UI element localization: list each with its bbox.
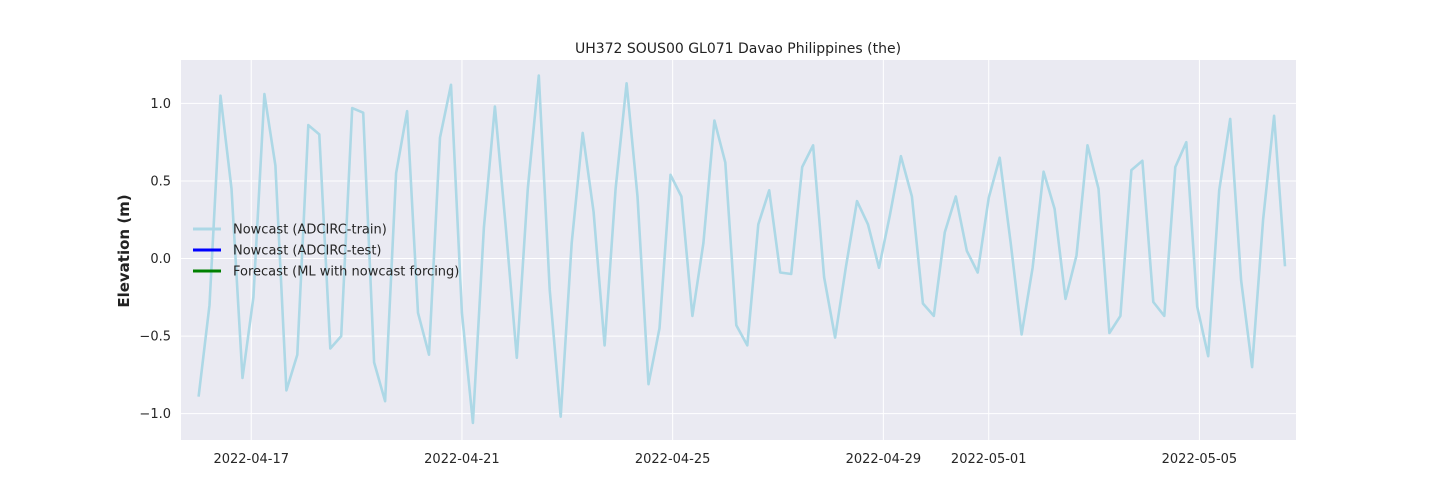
series-line-0	[197, 74, 1287, 425]
x-tick-label: 2022-05-05	[1162, 452, 1238, 467]
y-tick-label: −1.0	[139, 407, 171, 422]
x-tick-label: 2022-04-21	[424, 452, 500, 467]
series-lines	[197, 74, 1287, 425]
chart-title: UH372 SOUS00 GL071 Davao Philippines (th…	[575, 41, 901, 57]
y-axis: −1.0 −0.5 0.0 0.5 1.0	[139, 97, 171, 422]
legend: Nowcast (ADCIRC-train) Nowcast (ADCIRC-te…	[193, 223, 459, 280]
x-tick-label: 2022-04-29	[846, 452, 922, 467]
y-axis-label: Elevation (m)	[115, 194, 133, 307]
plot-background	[181, 60, 1296, 440]
grid	[181, 60, 1296, 440]
y-tick-label: −0.5	[139, 330, 171, 345]
x-tick-label: 2022-04-25	[635, 452, 711, 467]
x-tick-label: 2022-05-01	[951, 452, 1027, 467]
x-tick-label: 2022-04-17	[213, 452, 289, 467]
y-tick-label: 1.0	[150, 97, 171, 112]
x-axis: 2022-04-17 2022-04-21 2022-04-25 2022-04-29…	[213, 452, 1237, 467]
y-tick-label: 0.5	[150, 174, 171, 189]
legend-label: Nowcast (ADCIRC-train)	[233, 223, 387, 238]
y-tick-label: 0.0	[150, 252, 171, 267]
legend-label: Forecast (ML with nowcast forcing)	[233, 265, 459, 280]
legend-label: Nowcast (ADCIRC-test)	[233, 244, 382, 259]
